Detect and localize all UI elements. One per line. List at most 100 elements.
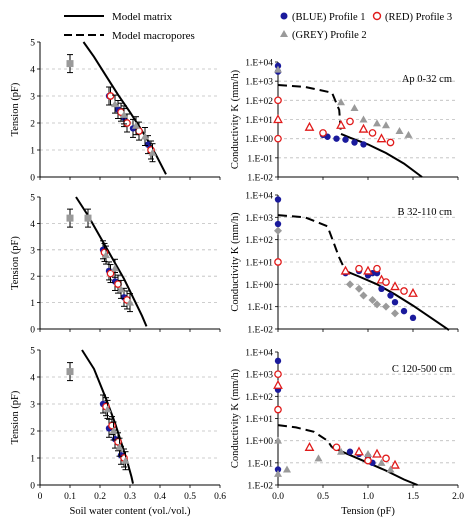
x-tick-label: 0.4 <box>154 492 166 502</box>
x-tick-label: 0.3 <box>124 492 136 502</box>
data-point <box>373 264 381 273</box>
data-point <box>103 405 112 413</box>
y-tick-label: 2 <box>30 120 35 130</box>
model-macropores-curve <box>277 424 333 448</box>
model-matrix-curve <box>331 446 418 486</box>
y-tick-label: 1.E+02 <box>245 393 273 403</box>
data-point <box>355 284 363 293</box>
data-point <box>115 443 124 451</box>
panel-right-middle: 1.E-02 1.E-01 1.E+00 1.E+01 1.E+02 1.E+03 1.E+… <box>230 192 459 336</box>
y-tick-label: 5 <box>30 347 35 357</box>
x-tick-label: 0.2 <box>94 492 106 502</box>
data-point <box>109 427 118 434</box>
data-point <box>274 469 282 477</box>
data-point <box>408 287 418 297</box>
data-point <box>111 100 119 108</box>
data-point <box>363 265 373 275</box>
data-point <box>283 465 291 473</box>
data-point <box>364 449 372 457</box>
y-tick-label: 3 <box>30 401 35 411</box>
legend-red-marker <box>372 11 382 21</box>
y-tick-label: 1.E+04 <box>245 59 273 69</box>
legend-label-model-matrix: Model matrix <box>112 11 173 23</box>
x-axis-label: Soil water content (vol./vol.) <box>69 506 191 517</box>
y-tick-label: 1.E-01 <box>247 154 273 164</box>
data-point <box>409 314 417 322</box>
data-point <box>141 132 149 140</box>
data-point <box>66 368 74 376</box>
y-axis-label: Tension (pF) <box>10 82 21 136</box>
legend-grey-marker <box>280 30 288 37</box>
y-tick-label: 1.E-02 <box>247 174 273 184</box>
data-point <box>144 141 152 148</box>
y-tick-label: 4 <box>30 374 35 384</box>
y-axis-label: Conductivity K (mm/h) <box>230 212 241 312</box>
y-tick-label: 1.E+04 <box>245 192 273 202</box>
data-point <box>274 357 282 365</box>
data-point <box>274 258 282 266</box>
panel-left-middle: 0 1 2 3 4 5 Tension (pF) <box>10 194 221 336</box>
y-tick-label: 1.E+00 <box>245 281 273 291</box>
data-point <box>332 443 341 452</box>
y-tick-label: 1.E+01 <box>245 259 273 269</box>
legend-label-grey: (GREY) Profile 2 <box>292 30 367 41</box>
data-point <box>390 459 400 469</box>
y-tick-label: 4 <box>30 66 35 76</box>
data-point <box>400 287 408 295</box>
panel-annotation: C 120-500 cm <box>392 364 452 375</box>
data-point <box>126 298 134 306</box>
data-point <box>382 302 390 311</box>
data-point <box>400 307 408 315</box>
data-point <box>274 96 282 105</box>
x-tick-label: 0.5 <box>184 492 196 502</box>
data-point <box>359 291 368 300</box>
data-point <box>378 285 385 292</box>
data-point <box>337 98 345 106</box>
data-point <box>132 121 140 129</box>
data-point <box>346 117 354 126</box>
data-point <box>274 220 282 228</box>
y-tick-label: 1.E+03 <box>245 214 273 224</box>
data-point <box>148 148 157 156</box>
data-point <box>106 269 115 278</box>
data-point <box>360 141 367 148</box>
data-point <box>333 135 340 142</box>
data-point <box>274 226 282 235</box>
data-point <box>274 436 282 444</box>
data-point <box>111 264 119 272</box>
y-tick-label: 1.E+02 <box>245 236 273 246</box>
y-axis-label: Conductivity K (mm/h) <box>230 69 241 169</box>
data-point <box>350 104 359 111</box>
y-axis-label: Conductivity K (mm/h) <box>230 368 241 468</box>
data-point <box>359 115 368 123</box>
data-point <box>382 121 390 129</box>
x-tick-label: 0.5 <box>317 492 329 502</box>
panel-right-bottom: 1.E-02 1.E-01 1.E+00 1.E+01 1.E+02 1.E+03 1.E+… <box>230 349 464 518</box>
data-point <box>274 405 282 414</box>
x-tick-label: 0 <box>38 492 43 502</box>
data-point <box>342 136 349 143</box>
data-point <box>404 130 413 138</box>
y-tick-label: 1 <box>30 299 35 309</box>
data-point <box>386 465 395 473</box>
y-tick-label: 1 <box>30 455 35 465</box>
legend: Model matrix Model macropores (BLUE) Pro… <box>64 11 452 42</box>
x-axis-label: Tension (pF) <box>341 506 395 517</box>
y-tick-label: 0 <box>30 326 35 336</box>
panel-annotation: B 32-110 cm <box>398 207 452 218</box>
data-point <box>387 292 394 299</box>
y-tick-label: 1.E+00 <box>245 135 273 145</box>
panel-left-bottom: 0 1 2 3 4 5 0 0.1 0.2 0.3 0.4 0.5 0.6 Tension (pF) Soi… <box>10 347 226 518</box>
data-point <box>108 421 116 430</box>
y-tick-label: 4 <box>30 220 35 230</box>
x-tick-label: 0.0 <box>272 492 284 502</box>
x-tick-label: 1.5 <box>407 492 419 502</box>
y-tick-label: 5 <box>30 194 35 204</box>
y-tick-label: 1.E+02 <box>245 97 273 107</box>
data-point <box>273 379 283 389</box>
data-point <box>377 458 386 466</box>
y-tick-label: 1 <box>30 147 35 157</box>
legend-label-model-macropores: Model macropores <box>112 30 195 42</box>
panel-annotation: Ap 0-32 cm <box>402 74 452 85</box>
